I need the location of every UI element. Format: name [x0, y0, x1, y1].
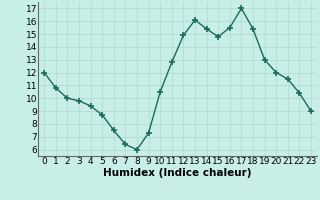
X-axis label: Humidex (Indice chaleur): Humidex (Indice chaleur)	[103, 168, 252, 178]
